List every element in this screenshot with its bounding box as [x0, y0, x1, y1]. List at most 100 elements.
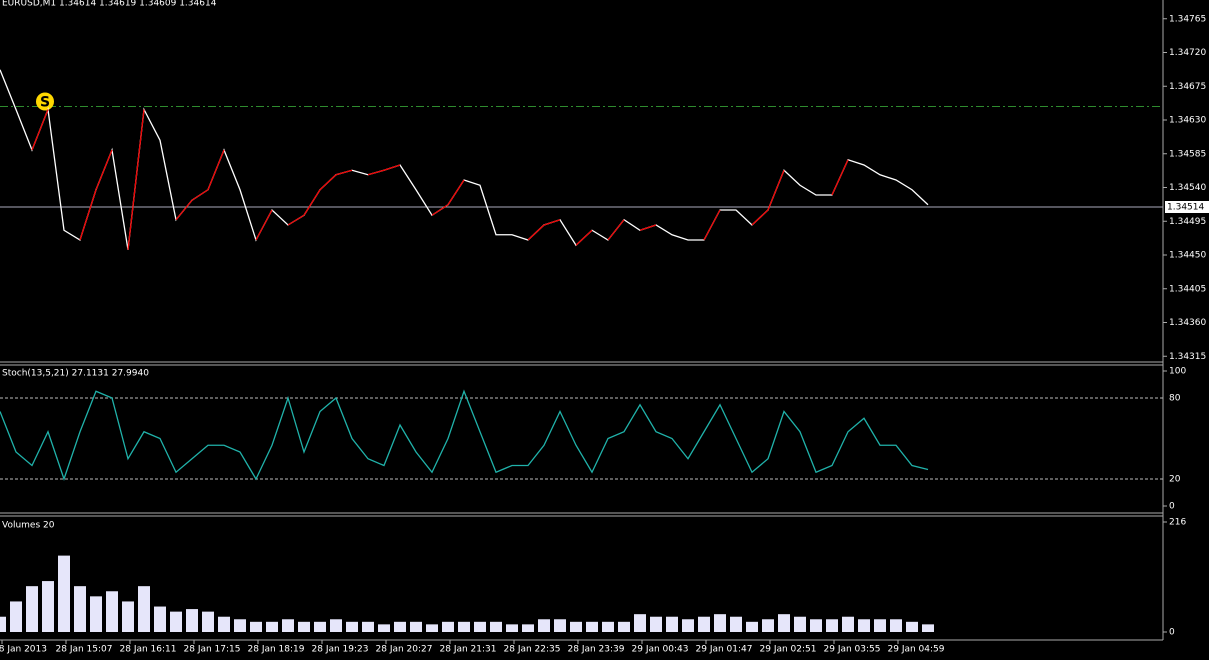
volume-bar: [506, 624, 518, 632]
volume-bar: [586, 621, 598, 632]
volume-bar: [714, 614, 726, 632]
up-segment: [319, 174, 337, 191]
volume-bar: [922, 624, 934, 632]
volume-bar: [442, 621, 454, 632]
up-segment: [191, 189, 209, 201]
y-tick-label: 1.34540: [1169, 183, 1206, 193]
volume-bar: [74, 586, 86, 632]
up-segment: [639, 224, 657, 231]
volume-bar: [458, 621, 470, 632]
volume-bar: [650, 616, 662, 632]
y-tick-label: 1.34315: [1169, 352, 1206, 362]
volume-bar: [682, 619, 694, 632]
up-segment: [207, 149, 225, 190]
y-tick-label: 1.34675: [1169, 82, 1206, 92]
volume-bar: [58, 555, 70, 632]
up-segment: [31, 109, 49, 151]
up-segment: [175, 199, 193, 221]
y-tick-label: 1.34450: [1169, 251, 1206, 261]
volume-bar: [762, 619, 774, 632]
up-segment: [303, 189, 321, 216]
up-segment: [95, 149, 113, 190]
volume-bar: [490, 621, 502, 632]
volume-bar: [874, 619, 886, 632]
y-tick-label: 216: [1169, 518, 1186, 528]
volume-bar: [554, 619, 566, 632]
x-tick-label: 28 Jan 17:15: [184, 645, 241, 655]
volume-bar: [698, 616, 710, 632]
volume-bar: [10, 601, 22, 632]
volume-bar: [138, 586, 150, 632]
volume-bar: [42, 581, 54, 632]
volume-bar: [154, 606, 166, 632]
up-segment: [767, 170, 785, 211]
x-tick-label: 29 Jan 02:51: [760, 645, 817, 655]
y-tick-label: 20: [1169, 475, 1181, 485]
x-tick-label: 28 Jan 19:23: [312, 645, 369, 655]
volume-bar: [794, 616, 806, 632]
volume-bar: [202, 611, 214, 632]
volume-label: Volumes 20: [2, 521, 55, 531]
up-segment: [607, 219, 625, 241]
up-segment: [751, 209, 769, 226]
volume-bar: [106, 591, 118, 632]
volume-bar: [666, 616, 678, 632]
volume-bar: [394, 621, 406, 632]
up-segment: [575, 229, 593, 246]
volume-bar: [746, 621, 758, 632]
symbol-header: EURUSD,M1 1.34614 1.34619 1.34609 1.3461…: [2, 0, 217, 9]
up-segment: [255, 209, 273, 241]
volume-bar: [314, 621, 326, 632]
volume-bar: [234, 619, 246, 632]
s-marker-label: S: [40, 95, 50, 111]
current-price-box: [1165, 201, 1209, 213]
volume-bar: [282, 619, 294, 632]
y-tick-label: 0: [1169, 628, 1175, 638]
y-tick-label: 1.34360: [1169, 318, 1206, 328]
x-tick-label: 28 Jan 16:11: [120, 645, 177, 655]
volume-bar: [426, 624, 438, 632]
volume-bar: [122, 601, 134, 632]
volume-bar: [0, 616, 6, 632]
current-price-label: 1.34514: [1167, 203, 1204, 213]
up-segment: [447, 179, 465, 206]
y-tick-label: 1.34720: [1169, 48, 1206, 58]
up-segment: [703, 209, 721, 241]
volume-bar: [522, 624, 534, 632]
volume-bar: [266, 621, 278, 632]
volume-bar: [170, 611, 182, 632]
x-tick-label: 28 Jan 15:07: [56, 645, 113, 655]
volume-bar: [810, 619, 822, 632]
volume-bar: [378, 624, 390, 632]
volume-bar: [218, 616, 230, 632]
up-segment: [79, 189, 97, 241]
stoch-line: [0, 389, 929, 482]
volume-bar: [474, 621, 486, 632]
x-tick-label: 28 Jan 18:19: [248, 645, 305, 655]
volume-bar: [634, 614, 646, 632]
x-tick-label: 29 Jan 03:55: [824, 645, 881, 655]
volume-bar: [858, 619, 870, 632]
volume-bar: [362, 621, 374, 632]
volume-bar: [826, 619, 838, 632]
volume-bar: [90, 596, 102, 632]
up-segment: [287, 214, 305, 226]
y-tick-label: 1.34630: [1169, 116, 1206, 126]
volume-bar: [330, 619, 342, 632]
y-tick-label: 0: [1169, 502, 1175, 512]
y-tick-label: 1.34585: [1169, 149, 1206, 159]
x-tick-label: 28 Jan 2013: [0, 645, 47, 655]
y-tick-label: 1.34405: [1169, 284, 1206, 294]
volume-bar: [778, 614, 790, 632]
up-segment: [127, 109, 145, 250]
x-tick-label: 29 Jan 00:43: [632, 645, 689, 655]
volume-bar: [26, 586, 38, 632]
up-segment: [831, 159, 849, 196]
y-tick-label: 1.34765: [1169, 14, 1206, 24]
volume-bar: [186, 609, 198, 632]
volume-bar: [602, 621, 614, 632]
up-segment: [527, 224, 545, 241]
volume-bar: [346, 621, 358, 632]
